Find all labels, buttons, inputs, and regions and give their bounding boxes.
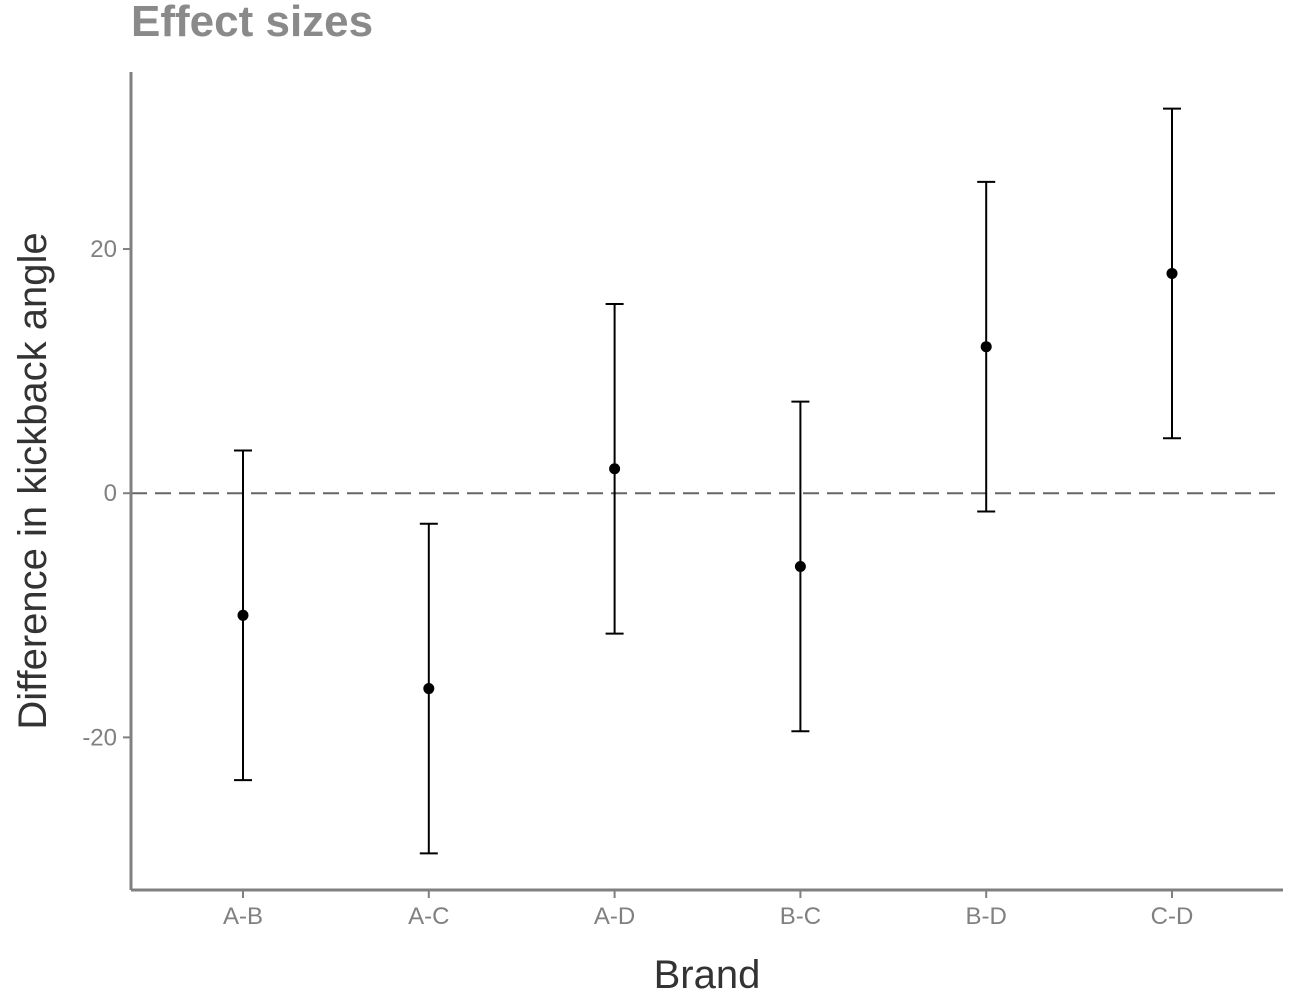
estimate-point (1166, 267, 1178, 279)
plot-area: -20 0 20 A-B A-C A-D B-C B-D C-D (82, 72, 1283, 930)
x-tick-label: B-D (966, 903, 1007, 930)
y-axis-title: Difference in kickback angle (11, 232, 55, 729)
chart-title: Effect sizes (131, 0, 373, 46)
y-tick-label: 0 (104, 480, 117, 507)
estimate-point (423, 683, 435, 695)
estimate-point (794, 560, 806, 572)
estimate-point (237, 609, 249, 621)
y-tick-label: 20 (90, 236, 117, 263)
x-axis-title: Brand (654, 953, 761, 997)
y-tick-label: -20 (82, 724, 117, 751)
estimate-point (980, 341, 992, 353)
x-tick-label: A-D (594, 903, 635, 930)
estimate-point (609, 463, 621, 475)
x-tick-label: A-B (223, 903, 263, 930)
x-tick-label: C-D (1151, 903, 1194, 930)
x-tick-label: A-C (408, 903, 449, 930)
x-tick-label: B-C (780, 903, 821, 930)
